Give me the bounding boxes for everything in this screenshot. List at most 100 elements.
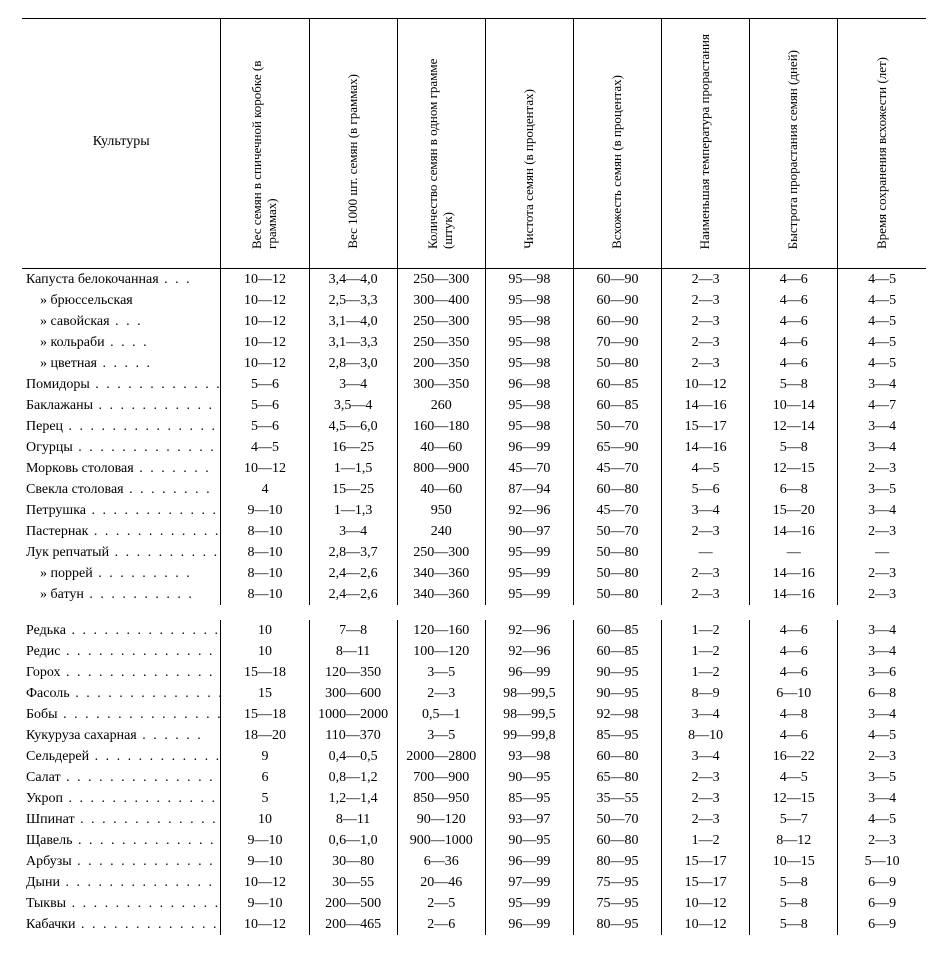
table-row: Перец . . . . . . . . . . . . . . . . . …: [22, 416, 926, 437]
data-cell: 5—8: [750, 872, 838, 893]
data-cell: 30—80: [309, 851, 397, 872]
data-cell: 3—4: [838, 500, 926, 521]
data-cell: 8—10: [221, 542, 309, 563]
data-cell: 2—3: [662, 563, 750, 584]
data-cell: 6: [221, 767, 309, 788]
data-cell: 4—6: [750, 332, 838, 353]
culture-cell: Салат . . . . . . . . . . . . . . . . . …: [22, 767, 221, 788]
data-cell: 6—8: [838, 683, 926, 704]
data-cell: 92—96: [485, 641, 573, 662]
data-cell: 250—300: [397, 311, 485, 332]
table-row: Бобы . . . . . . . . . . . . . . . . . .…: [22, 704, 926, 725]
data-cell: 1—2: [662, 620, 750, 641]
data-cell: 10: [221, 641, 309, 662]
data-cell: 3—5: [397, 725, 485, 746]
data-cell: 15—17: [662, 872, 750, 893]
leader-dots: . . . . . . . . . . . . . . . . .: [72, 854, 221, 869]
data-cell: 14—16: [750, 563, 838, 584]
data-cell: 60—90: [573, 290, 661, 311]
data-cell: 96—99: [485, 437, 573, 458]
data-cell: 250—300: [397, 269, 485, 291]
data-cell: 700—900: [397, 767, 485, 788]
col-header-5: Наименьшая температура прорастания: [662, 19, 750, 269]
leader-dots: . . . . . . . . . . . . . .: [88, 524, 221, 539]
data-cell: 15—17: [662, 416, 750, 437]
data-cell: 45—70: [573, 458, 661, 479]
leader-dots: . . . . . . . . . . . . . . . . . .: [61, 665, 221, 680]
data-cell: 2—3: [662, 521, 750, 542]
culture-cell: Пастернак . . . . . . . . . . . . . .: [22, 521, 221, 542]
culture-name: Капуста белокочанная: [26, 272, 159, 288]
culture-name: » поррей: [26, 566, 93, 582]
data-cell: 92—96: [485, 500, 573, 521]
table-row: Помидоры . . . . . . . . . . . . . . .5—…: [22, 374, 926, 395]
data-cell: 90—95: [573, 662, 661, 683]
data-cell: 4—6: [750, 641, 838, 662]
data-cell: 200—350: [397, 353, 485, 374]
data-cell: 14—16: [750, 521, 838, 542]
col-header-6: Быстрота прорастания семян (дней): [750, 19, 838, 269]
data-cell: 10—12: [221, 332, 309, 353]
data-cell: 9: [221, 746, 309, 767]
data-cell: 4—5: [750, 767, 838, 788]
data-cell: 2,4—2,6: [309, 584, 397, 605]
leader-dots: . . . . . . . .: [124, 482, 212, 497]
data-cell: 1—2: [662, 641, 750, 662]
data-cell: 95—99: [485, 542, 573, 563]
data-cell: 2—3: [662, 788, 750, 809]
table-row: » кольраби . . . .10—123,1—3,3250—35095—…: [22, 332, 926, 353]
data-cell: 5—10: [838, 851, 926, 872]
col-header-0: Вес семян в спичечной коробке (в граммах…: [221, 19, 309, 269]
data-cell: 14—16: [662, 395, 750, 416]
seed-table: Культуры Вес семян в спичечной коробке (…: [22, 18, 926, 935]
culture-cell: Лук репчатый . . . . . . . . . . .: [22, 542, 221, 563]
leader-dots: . . . . . . . . . . . . . . .: [86, 503, 221, 518]
data-cell: 5—6: [221, 374, 309, 395]
data-cell: 100—120: [397, 641, 485, 662]
data-cell: 15—18: [221, 662, 309, 683]
data-cell: 2—3: [662, 584, 750, 605]
data-cell: 60—90: [573, 311, 661, 332]
data-cell: 2—3: [838, 521, 926, 542]
data-cell: 5—6: [662, 479, 750, 500]
data-cell: 8—11: [309, 641, 397, 662]
data-cell: 95—98: [485, 332, 573, 353]
data-cell: 10—12: [221, 353, 309, 374]
data-cell: 2—3: [662, 353, 750, 374]
data-cell: 3—4: [838, 704, 926, 725]
data-cell: 2—3: [838, 584, 926, 605]
culture-name: Свекла столовая: [26, 482, 124, 498]
data-cell: 120—160: [397, 620, 485, 641]
culture-cell: Щавель . . . . . . . . . . . . . . . . .: [22, 830, 221, 851]
data-cell: 95—98: [485, 290, 573, 311]
data-cell: 900—1000: [397, 830, 485, 851]
data-cell: 3—4: [838, 437, 926, 458]
data-cell: 95—98: [485, 311, 573, 332]
table-header: Культуры Вес семян в спичечной коробке (…: [22, 19, 926, 269]
data-cell: 1,2—1,4: [309, 788, 397, 809]
data-cell: 2—3: [662, 332, 750, 353]
culture-name: Огурцы: [26, 440, 73, 456]
data-cell: 40—60: [397, 437, 485, 458]
data-cell: 65—80: [573, 767, 661, 788]
data-cell: 15—20: [750, 500, 838, 521]
data-cell: 65—90: [573, 437, 661, 458]
data-cell: 96—99: [485, 662, 573, 683]
data-cell: 9—10: [221, 830, 309, 851]
leader-dots: . . . . . . . . . . . . . . . . . .: [66, 896, 221, 911]
data-cell: 2—5: [397, 893, 485, 914]
data-cell: 3—4: [309, 374, 397, 395]
data-cell: 85—95: [485, 788, 573, 809]
data-cell: 15: [221, 683, 309, 704]
data-cell: 90—97: [485, 521, 573, 542]
col-header-2: Количество семян в одном грамме (штук): [397, 19, 485, 269]
leader-dots: . . . . . .: [137, 728, 203, 743]
data-cell: 6—10: [750, 683, 838, 704]
data-cell: 75—95: [573, 872, 661, 893]
data-cell: 7—8: [309, 620, 397, 641]
data-cell: 60—85: [573, 395, 661, 416]
data-cell: 120—350: [309, 662, 397, 683]
leader-dots: . . . .: [105, 335, 149, 350]
culture-cell: Бобы . . . . . . . . . . . . . . . . . .…: [22, 704, 221, 725]
leader-dots: . . . . . . . . . . . . . . . . .: [66, 623, 221, 638]
